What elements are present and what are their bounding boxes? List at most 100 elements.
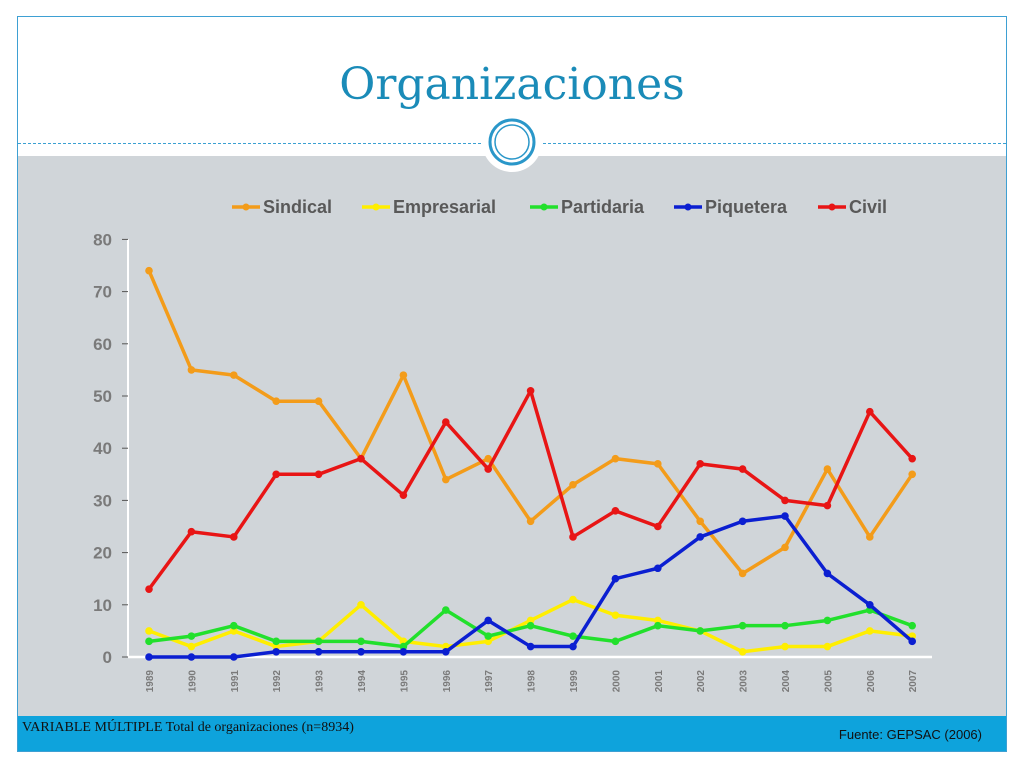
data-point xyxy=(823,616,832,625)
legend-item-empresarial: Empresarial xyxy=(362,197,496,217)
y-tick-label: 70 xyxy=(93,283,112,302)
data-point xyxy=(908,454,916,463)
data-point xyxy=(696,627,704,635)
data-point xyxy=(611,637,620,646)
data-point xyxy=(230,371,238,379)
y-tick-label: 0 xyxy=(103,648,112,667)
data-point xyxy=(145,653,153,661)
data-point xyxy=(399,642,408,651)
x-tick-label: 2007 xyxy=(908,670,919,693)
x-tick-label: 2006 xyxy=(866,670,877,693)
data-point xyxy=(357,601,365,609)
data-point xyxy=(654,616,662,625)
data-point xyxy=(781,621,789,630)
data-point xyxy=(484,632,493,640)
data-point xyxy=(272,647,281,656)
y-tick-label: 50 xyxy=(93,387,112,406)
data-point xyxy=(781,496,789,505)
y-tick-label: 30 xyxy=(93,491,112,510)
series-sindical xyxy=(145,266,916,578)
data-point xyxy=(272,637,281,646)
y-tick-label: 60 xyxy=(93,335,112,354)
data-point xyxy=(230,533,238,541)
legend-marker xyxy=(372,203,380,211)
data-point xyxy=(187,527,196,536)
data-point xyxy=(187,653,196,661)
content-area xyxy=(18,156,1006,716)
circle-ornament-icon xyxy=(482,112,542,172)
legend-marker xyxy=(828,203,836,211)
data-point xyxy=(272,642,281,651)
legend-marker xyxy=(540,203,548,211)
data-point xyxy=(866,627,874,635)
chart-axes: 0 10 20 30 40 50 60 70 80 1989 1990 1991 1992 1993 199… xyxy=(93,230,932,692)
data-point xyxy=(442,606,450,614)
data-point xyxy=(696,533,704,541)
data-point xyxy=(654,522,662,531)
data-point xyxy=(569,632,577,640)
data-point xyxy=(781,642,789,651)
series-partidaria xyxy=(145,606,916,651)
footer-note: VARIABLE MÚLTIPLE Total de organizacione… xyxy=(22,720,354,735)
data-point xyxy=(145,266,153,275)
data-point xyxy=(145,637,153,646)
data-point xyxy=(442,475,450,484)
data-point xyxy=(399,647,408,656)
data-point xyxy=(484,454,493,463)
series-line xyxy=(147,389,914,591)
data-point xyxy=(611,454,620,463)
x-tick-label: 1995 xyxy=(399,670,410,693)
data-point xyxy=(526,621,535,630)
x-tick-label: 1989 xyxy=(145,670,156,693)
data-point xyxy=(314,397,323,406)
x-tick-label: 1993 xyxy=(315,670,326,693)
legend-label: Sindical xyxy=(263,197,332,217)
legend-label: Empresarial xyxy=(393,197,496,217)
data-point xyxy=(823,501,832,510)
x-tick-label: 1999 xyxy=(569,670,580,693)
x-tick-label: 2002 xyxy=(696,670,707,693)
y-tick-label: 20 xyxy=(93,544,112,563)
data-point xyxy=(272,397,281,406)
data-point xyxy=(738,621,747,630)
data-point xyxy=(187,632,196,640)
series-empresarial xyxy=(145,595,916,656)
legend-item-civil: Civil xyxy=(818,197,887,217)
data-point xyxy=(696,460,704,468)
legend-label: Piquetera xyxy=(705,197,788,217)
series-line xyxy=(147,270,914,576)
slide-title: Organizaciones xyxy=(339,59,685,110)
chart-legend: Sindical Empresarial Partidaria Piquetera Ci… xyxy=(232,197,887,217)
data-point xyxy=(654,564,662,573)
data-point xyxy=(272,470,281,479)
data-point xyxy=(781,543,789,552)
legend-item-partidaria: Partidaria xyxy=(530,197,645,217)
data-point xyxy=(399,491,408,499)
series-civil xyxy=(145,386,916,593)
x-tick-label: 1996 xyxy=(442,670,453,693)
data-point xyxy=(781,512,789,520)
data-point xyxy=(526,517,535,526)
data-point xyxy=(357,647,365,656)
data-point xyxy=(908,621,916,630)
legend-item-sindical: Sindical xyxy=(232,197,332,217)
data-point xyxy=(569,480,577,489)
x-tick-label: 2005 xyxy=(823,670,834,693)
data-point xyxy=(230,653,238,661)
data-point xyxy=(526,616,535,625)
chart-series xyxy=(145,266,916,661)
x-tick-label: 1997 xyxy=(484,670,495,693)
x-tick-label: 1998 xyxy=(527,670,538,693)
data-point xyxy=(866,407,874,416)
data-point xyxy=(357,637,365,646)
data-point xyxy=(526,386,535,395)
data-point xyxy=(484,637,493,646)
data-point xyxy=(569,533,577,541)
data-point xyxy=(145,627,153,635)
legend-label: Partidaria xyxy=(561,197,645,217)
x-tick-label: 1990 xyxy=(187,670,198,693)
legend-label: Civil xyxy=(849,197,887,217)
data-point xyxy=(738,517,747,526)
data-point xyxy=(569,595,577,604)
